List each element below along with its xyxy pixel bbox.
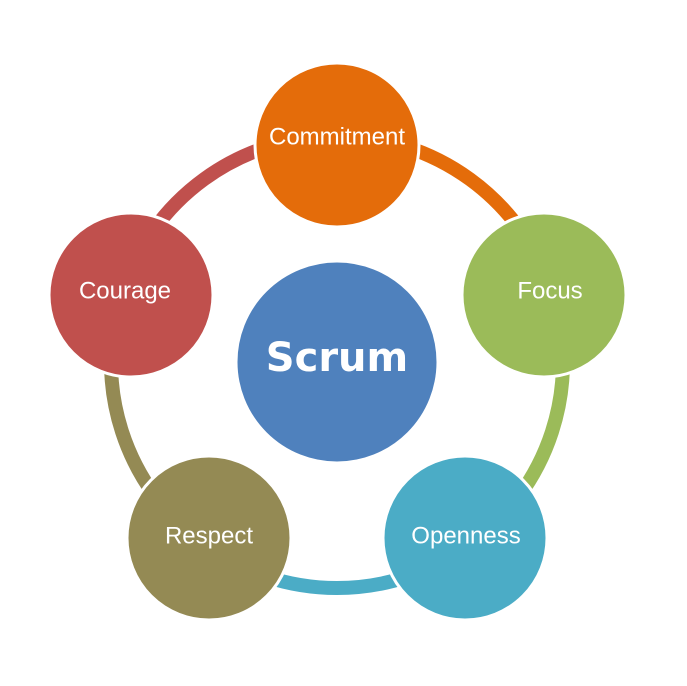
value-node-focus: Focus bbox=[460, 211, 628, 379]
value-node-commitment: Commitment bbox=[253, 61, 421, 229]
value-node-openness: Openness bbox=[381, 454, 549, 622]
value-circle-commitment bbox=[253, 61, 421, 229]
value-label-openness: Openness bbox=[411, 523, 520, 550]
value-circle-respect bbox=[125, 454, 293, 622]
center-node: Scrum bbox=[234, 259, 440, 465]
value-circle-focus bbox=[460, 211, 628, 379]
value-node-courage: Courage bbox=[47, 211, 215, 379]
value-circle-openness bbox=[381, 454, 549, 622]
value-node-respect: Respect bbox=[125, 454, 293, 622]
value-label-commitment: Commitment bbox=[269, 124, 405, 151]
center-label: Scrum bbox=[266, 335, 408, 381]
center-circle bbox=[234, 259, 440, 465]
value-circle-courage bbox=[47, 211, 215, 379]
value-label-courage: Courage bbox=[79, 278, 171, 305]
value-label-respect: Respect bbox=[165, 523, 253, 550]
value-label-focus: Focus bbox=[517, 278, 582, 305]
